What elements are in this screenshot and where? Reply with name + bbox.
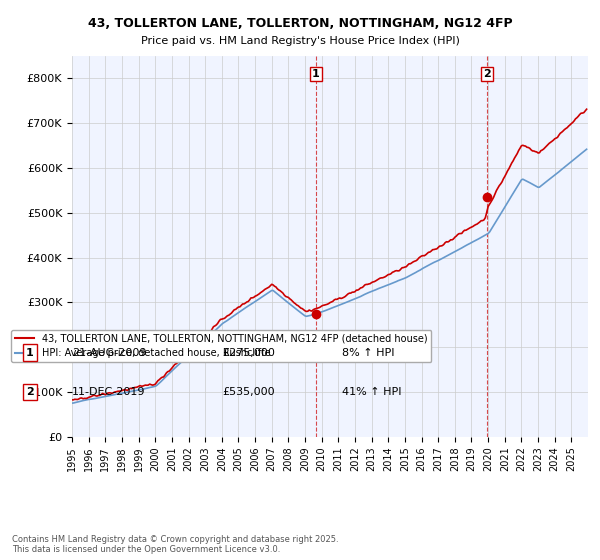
Text: Contains HM Land Registry data © Crown copyright and database right 2025.
This d: Contains HM Land Registry data © Crown c… xyxy=(12,535,338,554)
Text: 21-AUG-2009: 21-AUG-2009 xyxy=(72,348,146,358)
Text: 1: 1 xyxy=(312,69,320,79)
Text: £275,000: £275,000 xyxy=(222,348,275,358)
Legend: 43, TOLLERTON LANE, TOLLERTON, NOTTINGHAM, NG12 4FP (detached house), HPI: Avera: 43, TOLLERTON LANE, TOLLERTON, NOTTINGHA… xyxy=(11,330,431,362)
Text: £535,000: £535,000 xyxy=(222,387,275,397)
Text: Price paid vs. HM Land Registry's House Price Index (HPI): Price paid vs. HM Land Registry's House … xyxy=(140,36,460,46)
Text: 1: 1 xyxy=(26,348,34,358)
Text: 2: 2 xyxy=(483,69,491,79)
Text: 41% ↑ HPI: 41% ↑ HPI xyxy=(342,387,401,397)
Text: 11-DEC-2019: 11-DEC-2019 xyxy=(72,387,146,397)
Text: 2: 2 xyxy=(26,387,34,397)
Text: 43, TOLLERTON LANE, TOLLERTON, NOTTINGHAM, NG12 4FP: 43, TOLLERTON LANE, TOLLERTON, NOTTINGHA… xyxy=(88,17,512,30)
Text: 8% ↑ HPI: 8% ↑ HPI xyxy=(342,348,395,358)
